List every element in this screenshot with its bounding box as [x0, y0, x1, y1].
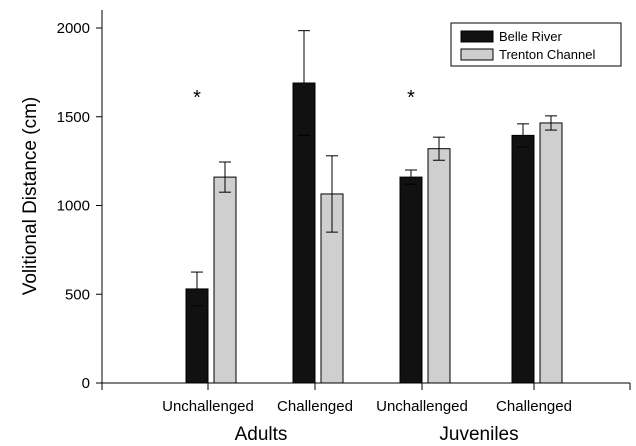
significance-marker: * — [407, 87, 415, 109]
legend-swatch-belle-river — [460, 30, 494, 43]
category-label-juveniles-challenged: Challenged — [496, 398, 572, 415]
bar — [539, 122, 563, 384]
category-label-juveniles-unchallenged: Unchallenged — [376, 398, 468, 415]
y-axis-label: Volitional Distance (cm) — [20, 97, 41, 296]
bar — [511, 134, 535, 384]
y-tick-label: 500 — [65, 286, 90, 303]
y-tick-label: 2000 — [57, 20, 90, 37]
y-tick-label: 0 — [82, 375, 90, 392]
category-label-adults-challenged: Challenged — [277, 398, 353, 415]
y-tick-label: 1500 — [57, 109, 90, 126]
legend-label-belle-river: Belle River — [499, 29, 563, 44]
legend-label-trenton-channel: Trenton Channel — [499, 47, 595, 62]
bar — [427, 148, 451, 384]
x-axis-ticks — [101, 383, 631, 390]
bars — [185, 30, 563, 384]
legend-swatch-trenton-channel — [460, 48, 494, 61]
category-label-adults-unchallenged: Unchallenged — [162, 398, 254, 415]
annotations: * * — [193, 87, 415, 109]
significance-marker: * — [193, 87, 201, 109]
y-axis-ticks: 0 500 1000 1500 2000 — [57, 20, 102, 392]
group-label-adults: Adults — [235, 424, 288, 445]
group-label-juveniles: Juveniles — [439, 424, 518, 445]
y-tick-label: 1000 — [57, 198, 90, 215]
bar — [399, 176, 423, 384]
legend-box — [450, 22, 622, 67]
bar — [213, 176, 237, 384]
legend: Belle River Trenton Channel — [450, 22, 622, 67]
